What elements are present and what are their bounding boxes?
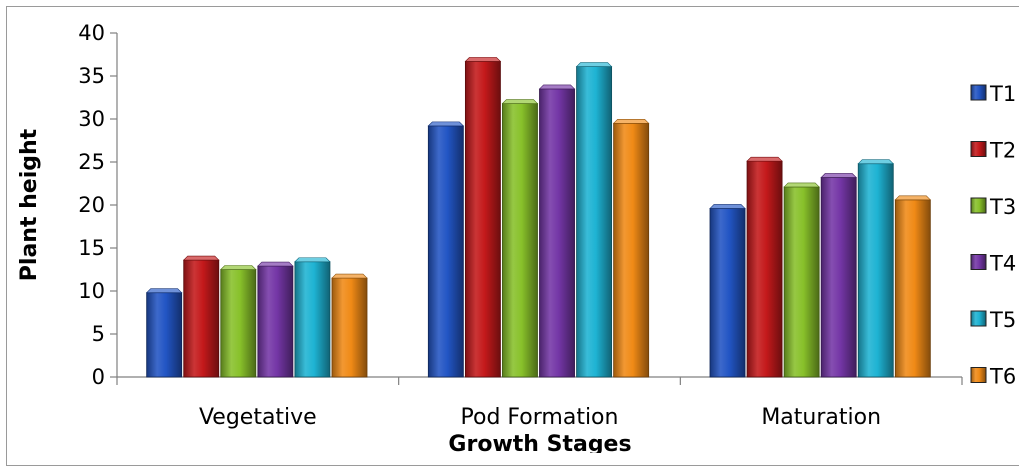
bar <box>257 261 294 378</box>
y-tick-label: 20 <box>78 193 105 217</box>
legend-swatch <box>970 84 987 101</box>
y-axis: 0 5 10 15 20 25 30 35 40 <box>78 21 118 389</box>
bar <box>427 121 465 378</box>
bar <box>220 265 257 378</box>
y-tick-label: 35 <box>78 64 105 88</box>
legend-item: T5 <box>970 308 1016 332</box>
bar <box>145 288 183 378</box>
y-tick-label: 0 <box>92 365 105 389</box>
bar <box>501 99 539 378</box>
bar-chart: 0 5 10 15 20 25 30 35 40 Vegetative Pod Formation… <box>17 21 1016 453</box>
y-tick-label: 15 <box>78 236 105 260</box>
bar <box>783 182 820 378</box>
legend-label: T2 <box>989 139 1016 163</box>
bar <box>538 84 576 378</box>
legend-item: T6 <box>970 365 1016 389</box>
y-tick-label: 40 <box>78 21 105 45</box>
bar <box>464 57 502 378</box>
bar <box>746 156 783 378</box>
legend-label: T6 <box>989 365 1016 389</box>
legend-label: T3 <box>989 195 1016 219</box>
bar <box>894 195 932 378</box>
y-axis-title: Plant height <box>17 128 42 281</box>
x-axis-title: Growth Stages <box>448 432 631 453</box>
legend-swatch <box>970 141 987 157</box>
bar <box>612 119 650 378</box>
legend-swatch <box>970 197 987 214</box>
bar <box>331 273 368 378</box>
x-axis: Vegetative Pod Formation Maturation <box>116 376 963 430</box>
bar <box>709 204 746 378</box>
y-tick-label: 10 <box>78 279 105 303</box>
bar <box>294 257 331 378</box>
legend-item: T1 <box>970 82 1016 106</box>
x-tick-label: Maturation <box>761 405 881 430</box>
legend-label: T1 <box>989 82 1016 106</box>
y-tick-label: 30 <box>78 107 105 131</box>
x-ticks: Vegetative Pod Formation Maturation <box>116 377 963 430</box>
legend-swatch <box>970 367 987 383</box>
y-ticks: 0 5 10 15 20 25 30 35 40 <box>78 21 117 389</box>
bar <box>182 255 220 378</box>
y-tick-label: 5 <box>92 322 105 346</box>
legend-swatch <box>970 310 987 327</box>
x-tick-label: Pod Formation <box>461 405 619 430</box>
y-tick-label: 25 <box>78 150 105 174</box>
legend-swatch <box>970 254 987 270</box>
legend-label: T5 <box>989 308 1016 332</box>
x-tick-label: Vegetative <box>199 405 317 430</box>
legend-item: T3 <box>970 195 1016 219</box>
legend: T1 T2 T3 T4 T5 T6 <box>970 82 1016 389</box>
legend-label: T4 <box>989 252 1016 276</box>
bar <box>575 62 613 378</box>
legend-item: T2 <box>970 139 1016 163</box>
bar <box>820 173 857 378</box>
bar <box>857 159 895 378</box>
legend-item: T4 <box>970 252 1016 276</box>
bars <box>145 57 932 378</box>
